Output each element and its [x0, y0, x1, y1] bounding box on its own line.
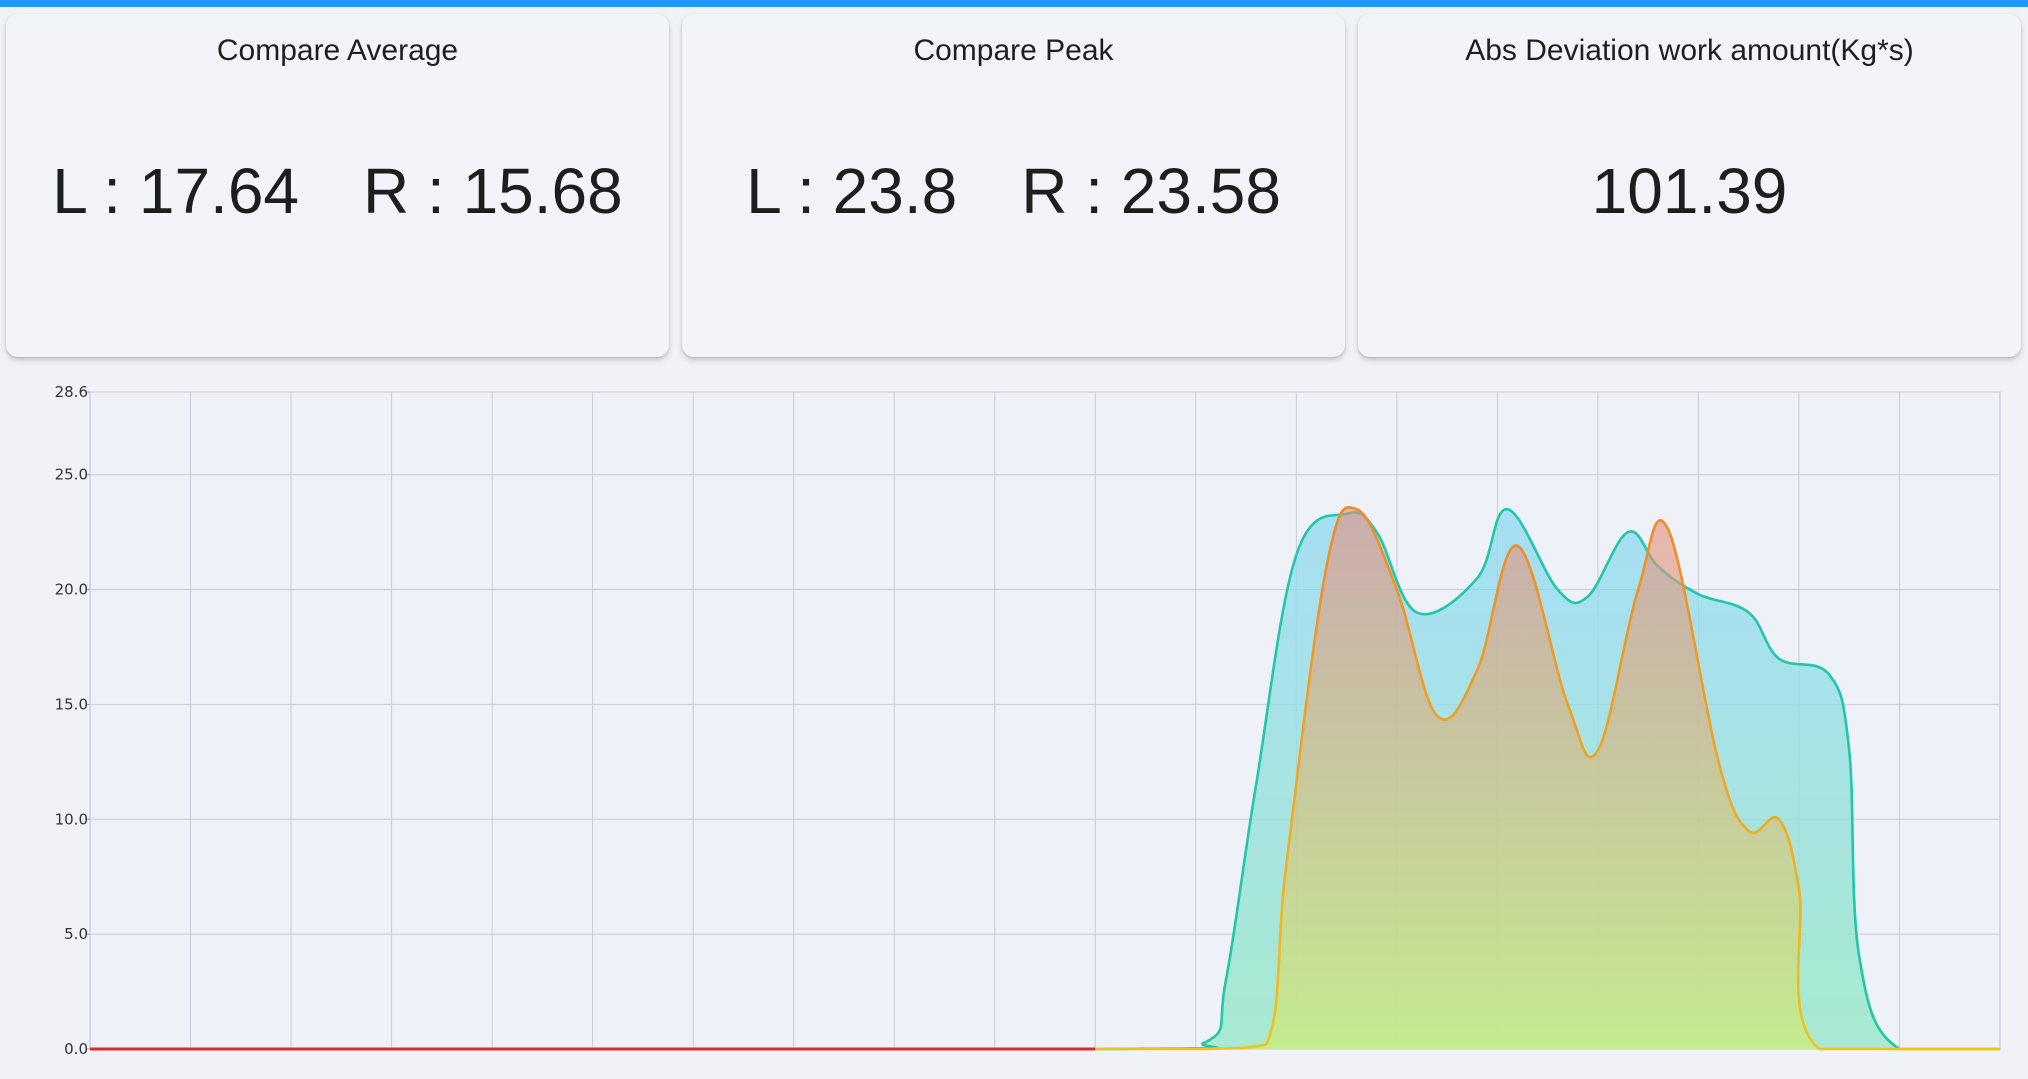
left-value: L : 23.8 [746, 155, 958, 227]
card-values: L : 17.64 R : 15.68 [6, 154, 669, 228]
compare-average-card: Compare Average L : 17.64 R : 15.68 [6, 14, 669, 357]
y-tick-label: 10.0 [55, 810, 88, 828]
card-title: Abs Deviation work amount(Kg*s) [1465, 34, 1914, 67]
compare-peak-card: Compare Peak L : 23.8 R : 23.58 [682, 14, 1345, 357]
series-line-r [90, 506, 2000, 1051]
y-tick-label: 5.0 [64, 925, 88, 943]
y-tick-label: 0.0 [64, 1040, 88, 1058]
card-values: L : 23.8 R : 23.58 [682, 154, 1345, 228]
right-value: R : 15.68 [363, 155, 623, 227]
y-tick-label: 20.0 [55, 581, 88, 599]
series-line-l [90, 507, 2000, 1051]
y-tick-label: 25.0 [55, 466, 88, 484]
deviation-value: 101.39 [1591, 155, 1788, 227]
left-value: L : 17.64 [52, 155, 299, 227]
top-accent-bar [0, 0, 2028, 7]
y-tick-label: 28.6 [55, 383, 88, 401]
area-chart: 0.0 5.0 10.0 15.0 20.0 25.0 28.6 [55, 383, 2001, 1058]
chart-panel: 0.0 5.0 10.0 15.0 20.0 25.0 28.6 [14, 377, 2014, 1071]
card-title: Compare Peak [913, 34, 1114, 67]
series-area-r [90, 507, 2000, 1049]
right-value: R : 23.58 [1021, 155, 1281, 227]
abs-deviation-card: Abs Deviation work amount(Kg*s) 101.39 [1358, 14, 2021, 357]
card-title: Compare Average [216, 34, 459, 67]
y-tick-label: 15.0 [55, 695, 88, 713]
